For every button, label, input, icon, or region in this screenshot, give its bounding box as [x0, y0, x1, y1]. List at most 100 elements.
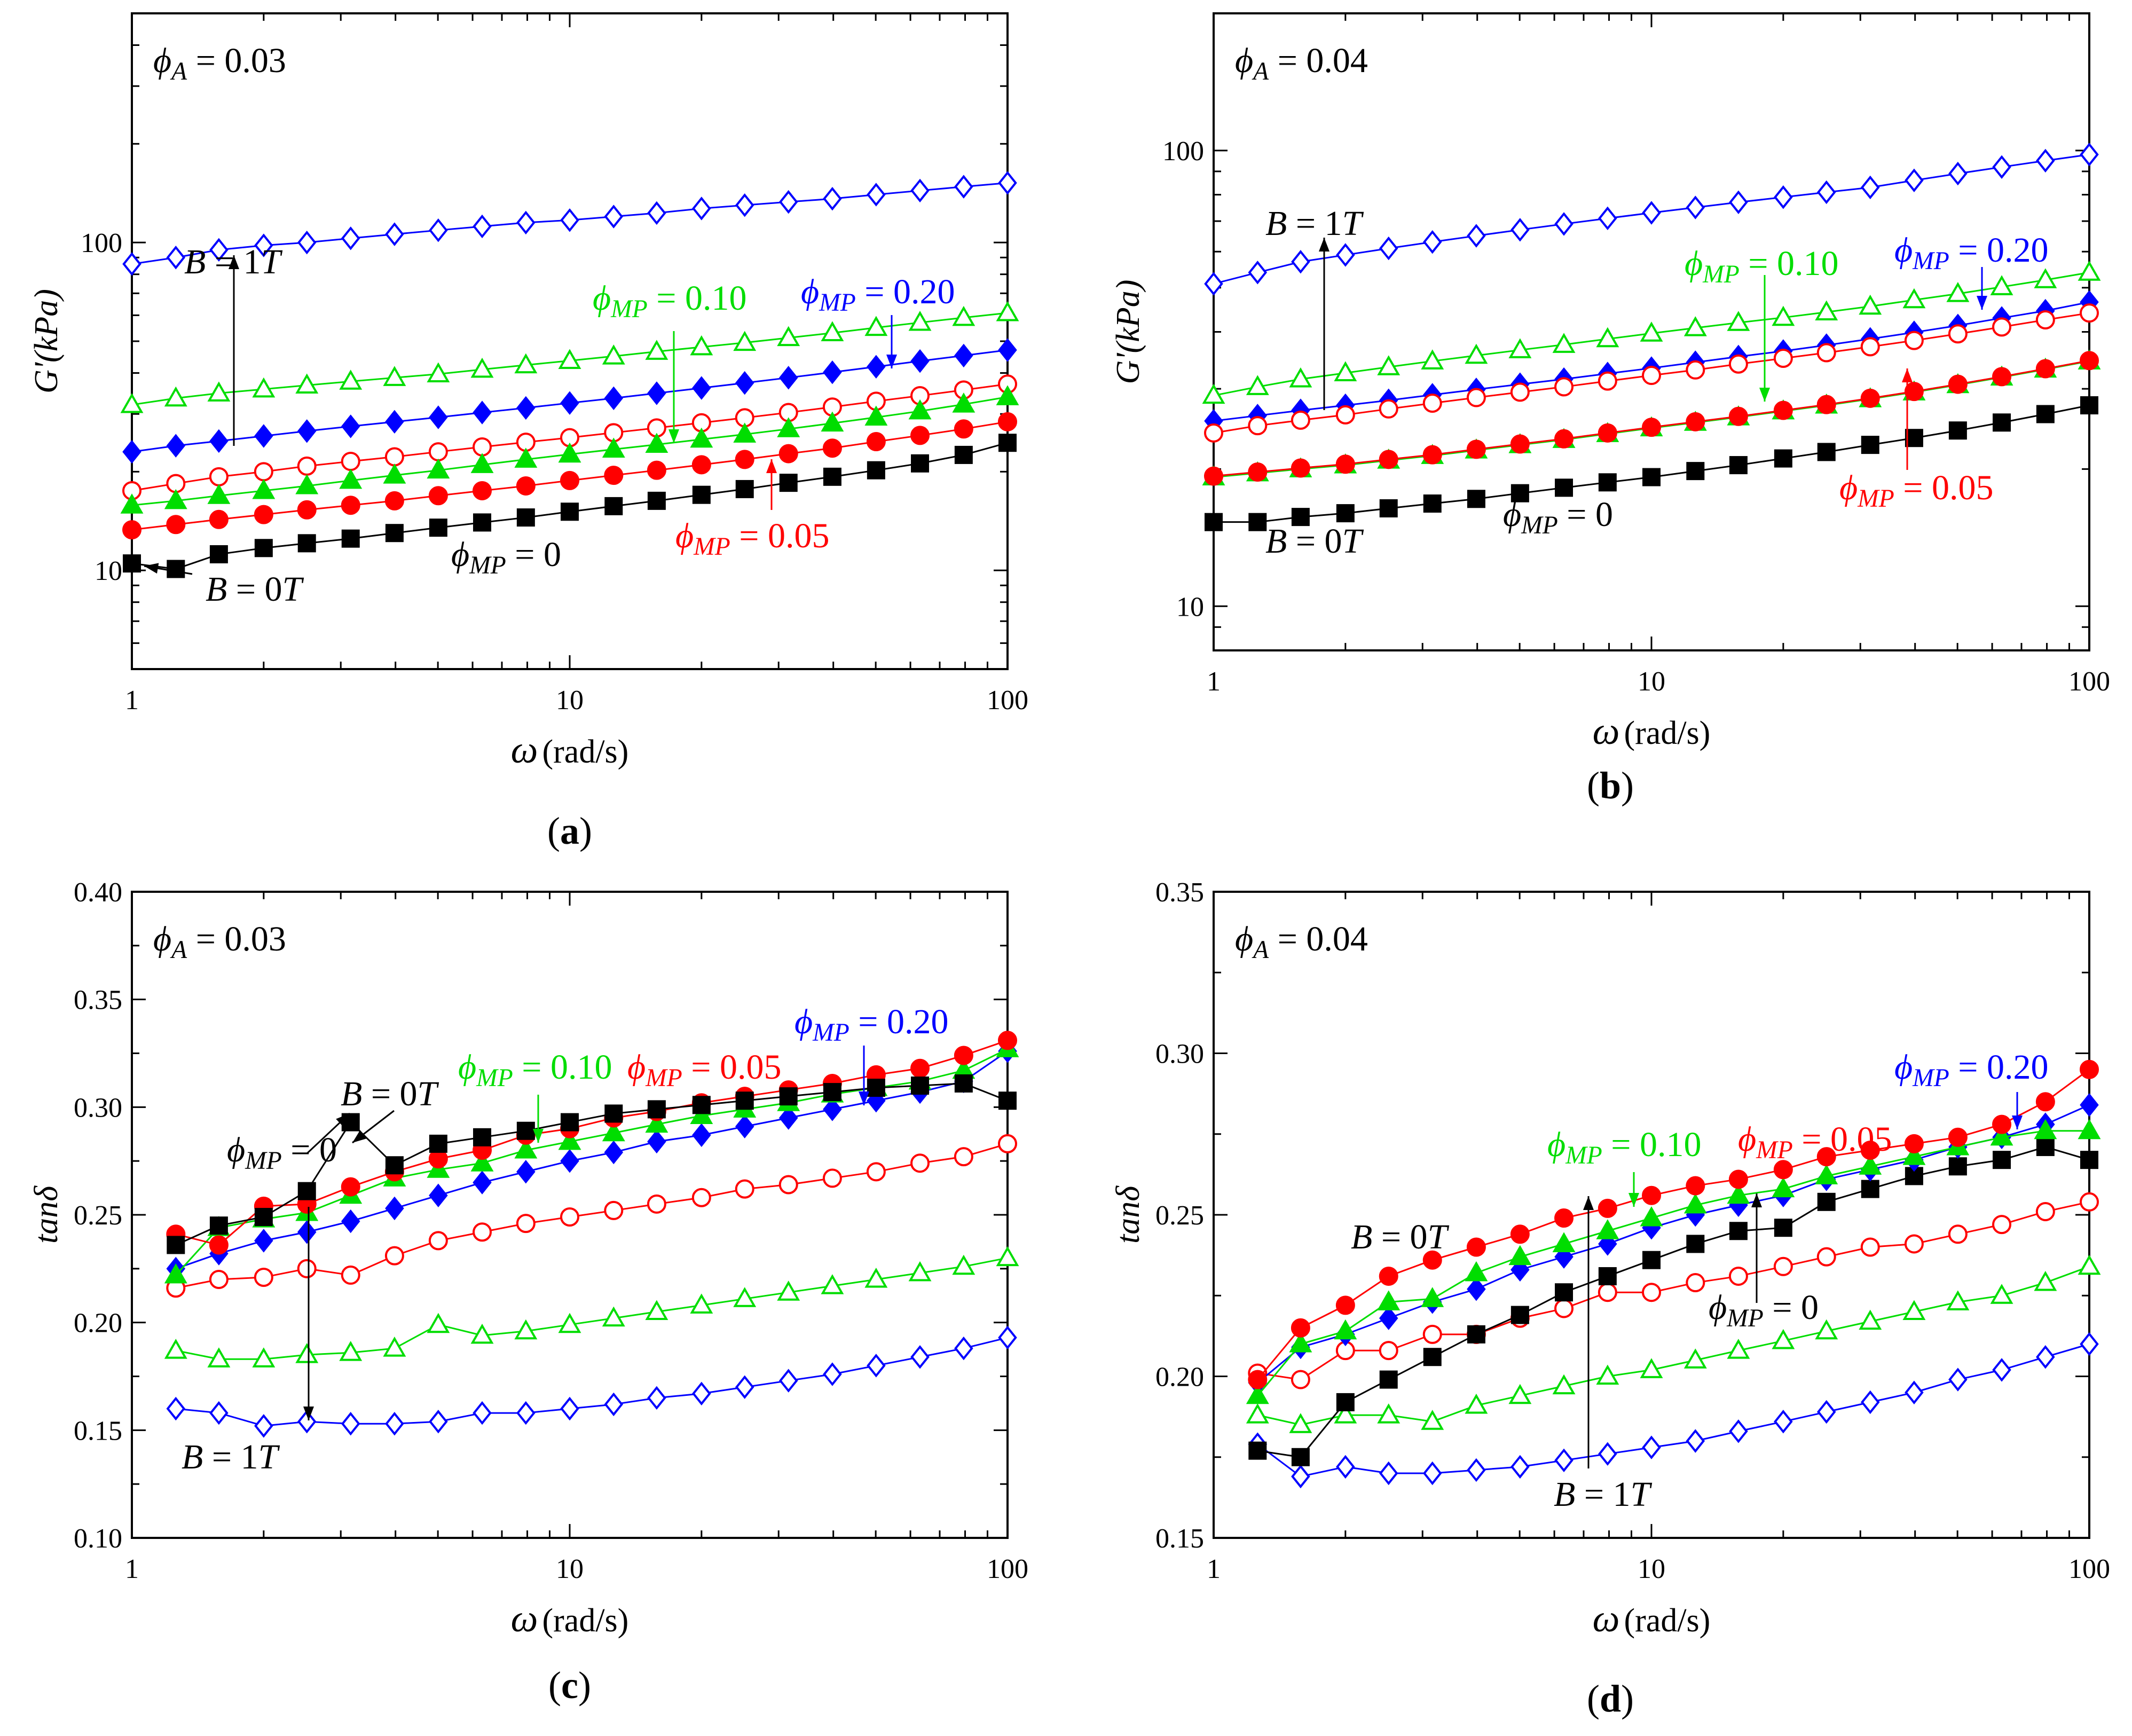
marker-diamond	[297, 419, 317, 443]
marker-square	[1817, 1192, 1836, 1211]
marker-triangle	[777, 417, 800, 437]
marker-circle	[735, 1179, 754, 1199]
marker-diamond	[560, 1396, 579, 1421]
marker-triangle	[2034, 1119, 2057, 1140]
marker-diamond	[1816, 1400, 1836, 1424]
annotation-mp05: ϕMP = 0.05	[1738, 1120, 1892, 1164]
marker-square	[692, 485, 711, 504]
marker-diamond	[692, 376, 711, 400]
series	[1204, 143, 2099, 296]
marker-diamond	[429, 1409, 448, 1434]
marker-triangle	[645, 340, 668, 360]
marker-circle	[998, 1134, 1017, 1153]
marker-triangle	[1772, 1329, 1795, 1349]
marker-triangle	[514, 1319, 538, 1340]
marker-square	[254, 539, 273, 557]
marker-square	[1905, 429, 1923, 447]
marker-circle	[1248, 1370, 1268, 1389]
annotation-mp0: ϕMP = 0	[1503, 495, 1613, 539]
marker-triangle	[1990, 1125, 2013, 1146]
marker-triangle	[1640, 321, 1663, 342]
marker-circle	[254, 505, 273, 524]
marker-diamond	[1467, 1458, 1486, 1482]
marker-diamond	[473, 400, 492, 425]
marker-square	[1642, 468, 1661, 486]
marker-circle	[1554, 1208, 1574, 1228]
marker-triangle	[1421, 1287, 1444, 1307]
series	[123, 434, 1017, 578]
marker-diamond	[516, 1401, 536, 1425]
y-tick-label: 0.20	[74, 1308, 122, 1339]
marker-square	[1205, 513, 1223, 531]
marker-diamond	[692, 1381, 711, 1405]
marker-diamond	[1948, 161, 1968, 186]
marker-diamond	[297, 230, 317, 255]
marker-circle	[1554, 1299, 1574, 1318]
marker-triangle	[514, 1138, 538, 1159]
marker-diamond	[429, 218, 448, 242]
marker-diamond	[429, 1183, 448, 1207]
marker-square	[429, 519, 447, 537]
marker-diamond	[867, 355, 886, 379]
marker-triangle	[295, 474, 319, 494]
annotation-mp10: ϕMP = 0.10	[1547, 1125, 1702, 1169]
y-tick-label: 0.35	[74, 985, 122, 1016]
marker-circle	[428, 486, 448, 506]
x-axis-label: ω (rad/s)	[511, 728, 629, 771]
marker-diamond	[2080, 1332, 2099, 1356]
marker-diamond	[429, 405, 448, 429]
marker-circle	[1948, 1127, 1968, 1147]
panel-d: 1 10 100 0.15 0.20 0.25 0.30 0.35 ω (rad/s) tanδ ϕA…	[1110, 877, 2110, 1640]
marker-triangle	[1508, 1384, 1532, 1404]
marker-circle	[1860, 388, 1880, 408]
marker-circle	[1598, 371, 1617, 391]
marker-triangle	[602, 437, 625, 458]
marker-diamond	[560, 391, 579, 415]
marker-square	[867, 1079, 885, 1097]
annotation-mp10: ϕMP = 0.10	[1685, 244, 1839, 288]
marker-circle	[778, 1175, 798, 1195]
marker-triangle	[164, 489, 187, 509]
marker-triangle	[1815, 300, 1838, 320]
marker-triangle	[1334, 1319, 1357, 1340]
marker-triangle	[1990, 275, 2013, 295]
marker-diamond	[385, 1412, 404, 1436]
marker-diamond	[604, 205, 624, 229]
marker-circle	[560, 1207, 579, 1227]
marker-diamond	[1422, 230, 1442, 254]
annotation-arrow-head	[1628, 1193, 1639, 1207]
marker-circle	[122, 520, 141, 540]
marker-triangle	[1289, 1332, 1312, 1353]
marker-circle	[1860, 1141, 1880, 1160]
annotation-b0t: B = 0T	[1351, 1217, 1450, 1256]
x-tick-label: 1	[1207, 666, 1221, 697]
marker-square	[1423, 1348, 1442, 1366]
marker-diamond	[1598, 206, 1617, 231]
marker-circle	[1379, 399, 1398, 419]
marker-square	[647, 491, 666, 510]
marker-triangle	[996, 385, 1019, 405]
y-axis-label: G'(kPa)	[1110, 280, 1146, 384]
marker-triangle	[1596, 1364, 1619, 1385]
marker-triangle	[1640, 1206, 1663, 1227]
annotation-arrow-head	[1902, 368, 1913, 382]
marker-diamond	[1686, 195, 1705, 219]
marker-circle	[209, 509, 229, 529]
marker-circle	[1510, 1224, 1530, 1244]
marker-triangle	[1683, 1348, 1707, 1369]
marker-triangle	[1683, 1193, 1707, 1214]
marker-circle	[691, 455, 711, 475]
marker-circle	[560, 470, 579, 490]
marker-diamond	[823, 186, 842, 211]
marker-triangle	[164, 1263, 187, 1284]
marker-circle	[998, 1031, 1017, 1050]
marker-triangle	[383, 464, 406, 484]
y-tick-label: 100	[1162, 136, 1204, 167]
series	[120, 301, 1019, 413]
marker-triangle	[1202, 383, 1225, 404]
marker-square	[1686, 1235, 1705, 1253]
marker-triangle	[2034, 268, 2057, 288]
series	[1204, 351, 2099, 486]
marker-circle	[516, 476, 536, 496]
marker-square	[297, 534, 316, 553]
